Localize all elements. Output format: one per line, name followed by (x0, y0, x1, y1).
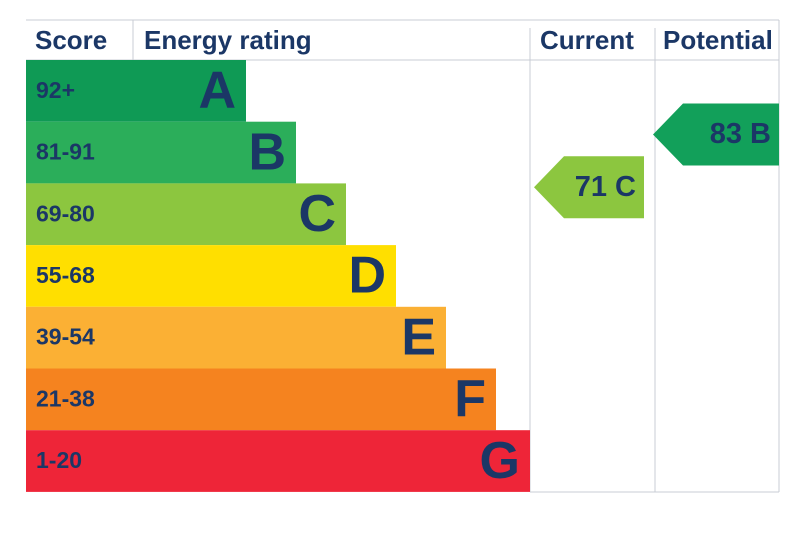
potential-arrow (653, 103, 779, 166)
score-label: 21-38 (36, 385, 95, 411)
header-rating: Energy rating (144, 25, 312, 55)
score-cell (26, 306, 133, 369)
header-score: Score (35, 25, 107, 55)
rating-bar (133, 306, 446, 369)
rating-letter: D (348, 247, 386, 305)
header-current: Current (540, 25, 634, 55)
rating-bar (133, 245, 396, 307)
current-arrow (534, 156, 644, 219)
rating-letter: G (480, 432, 520, 490)
potential-label: 83 B (710, 118, 771, 150)
rating-letter: F (454, 370, 486, 428)
score-cell (26, 245, 133, 307)
score-cell (26, 121, 133, 184)
rating-bar (133, 430, 530, 492)
score-label: 81-91 (36, 139, 95, 165)
score-label: 69-80 (36, 200, 95, 226)
rating-bar (133, 368, 496, 431)
current-label: 71 C (575, 171, 636, 203)
score-cell (26, 60, 133, 122)
rating-letter: A (198, 62, 236, 120)
rating-bar (133, 60, 246, 122)
header-potential: Potential (663, 25, 773, 55)
rating-bar (133, 183, 346, 246)
rating-letter: B (248, 123, 286, 181)
rating-bar (133, 121, 296, 184)
score-cell (26, 430, 133, 492)
rating-letter: E (401, 308, 436, 366)
score-label: 39-54 (36, 324, 95, 350)
rating-letter: C (298, 185, 336, 243)
score-label: 92+ (36, 77, 75, 103)
score-label: 55-68 (36, 262, 95, 288)
score-cell (26, 368, 133, 431)
score-label: 1-20 (36, 447, 82, 473)
score-cell (26, 183, 133, 246)
